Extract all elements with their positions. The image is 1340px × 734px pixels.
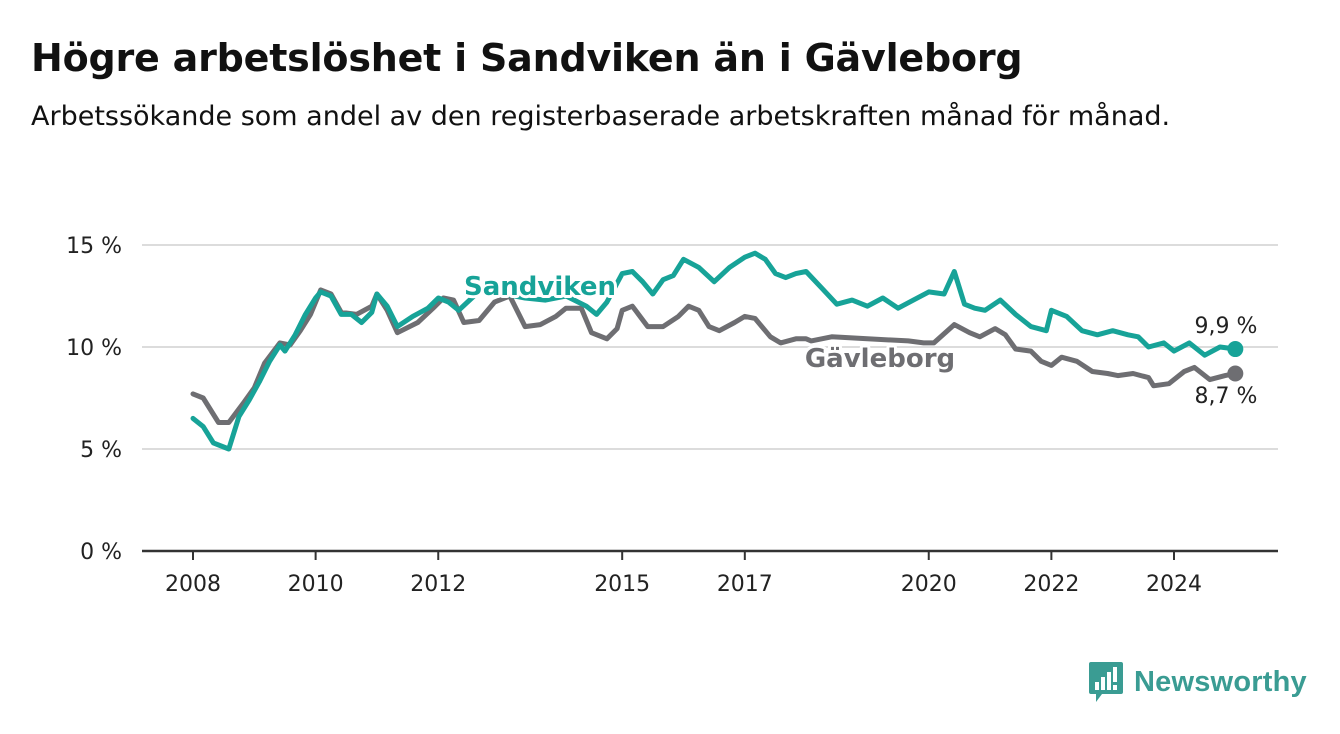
x-tick-label: 2015 [594,572,650,597]
series-lines [190,250,1244,452]
x-tick-label: 2020 [901,572,957,597]
end-value-label-gavleborg: 8,7 % [1195,384,1258,409]
y-tick-label: 10 % [66,336,122,361]
x-tick-label: 2012 [410,572,466,597]
bar-chart-speech-icon [1089,662,1123,702]
x-tick-label: 2022 [1023,572,1079,597]
series-line-sandviken [190,250,1238,452]
series-name-label-sandviken: Sandviken [464,272,616,302]
end-value-label-sandviken: 9,9 % [1195,314,1258,339]
y-tick-label: 5 % [80,438,122,463]
newsworthy-logo: Newsworthy [1088,660,1307,704]
series-name-label-gavleborg: Gävleborg [805,344,955,374]
x-tick-label: 2024 [1146,572,1202,597]
brand-name: Newsworthy [1134,665,1307,698]
x-tick-label: 2008 [165,572,221,597]
y-axis-tick-labels: 0 % 5 % 10 % 15 % [66,234,122,565]
x-tick-label: 2017 [717,572,773,597]
x-tick-label: 2010 [288,572,344,597]
end-point-gavleborg [1227,365,1244,382]
chart-subtitle: Arbetssökande som andel av den registerb… [31,101,1171,132]
y-tick-label: 15 % [66,234,122,259]
y-tick-label: 0 % [80,540,122,565]
series-line-gavleborg [190,287,1238,425]
end-point-sandviken [1227,341,1244,358]
series-labels: Sandviken Gävleborg 9,9 % 8,7 % [461,269,1258,409]
chart-title: Högre arbetslöshet i Sandviken än i Gävl… [31,36,1023,80]
x-axis: 2008 2010 2012 2015 2017 2020 2022 2024 [142,549,1278,597]
grid-lines [142,244,1278,450]
